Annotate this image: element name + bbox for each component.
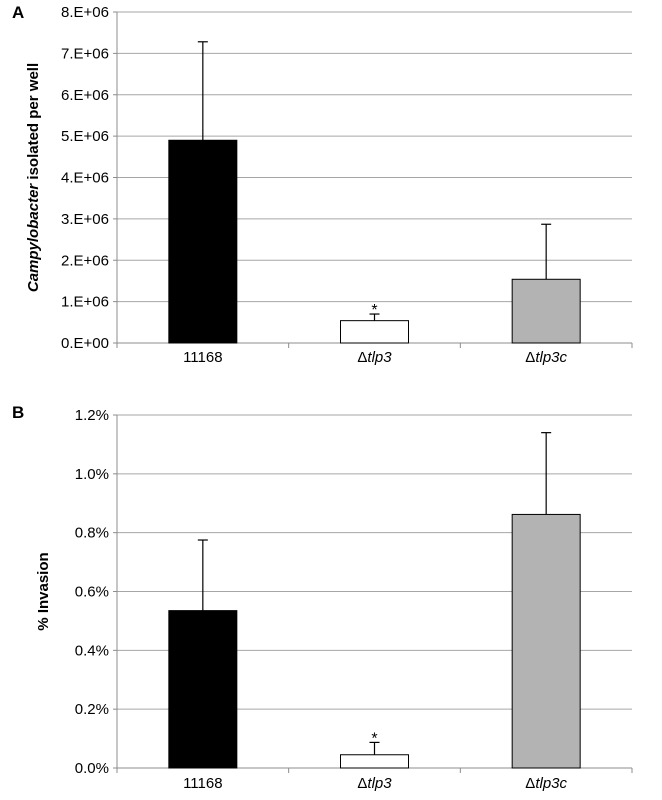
category-name: tlp3c — [535, 349, 567, 366]
category-name: tlp3 — [367, 349, 392, 366]
y-tick-label: 6.E+06 — [61, 87, 109, 104]
y-tick-label: 1.0% — [75, 466, 109, 483]
category-label: 11168 — [183, 775, 223, 792]
category-prefix: Δ — [357, 775, 367, 792]
chart-panel-a: A 0.E+00 1.E+06 2.E+06 3.E+06 4.E+06 5.E+06 6.E… — [12, 3, 633, 366]
category-name: tlp3 — [367, 775, 392, 792]
chart-panel-b: B 0.0% 0.2% 0.4% 0.6% 0.8% 1.0% 1.2% 11168 * Δtlp3… — [12, 403, 633, 792]
y-tick-label: 0.4% — [75, 642, 109, 659]
bar — [168, 139, 238, 344]
y-axis-label: Campylobacter isolated per well — [25, 63, 42, 292]
significance-mark: * — [371, 302, 377, 319]
bar — [511, 278, 581, 344]
bar — [168, 610, 238, 769]
y-tick-label: 7.E+06 — [61, 45, 109, 62]
y-tick-label: 2.E+06 — [61, 252, 109, 269]
y-tick-label: 1.E+06 — [61, 294, 109, 311]
category-prefix: Δ — [525, 775, 535, 792]
category-label: Δtlp3c — [525, 775, 567, 792]
y-tick-label: 8.E+06 — [61, 4, 109, 21]
y-tick-label: 0.E+00 — [61, 335, 109, 352]
y-tick-label: 0.2% — [75, 701, 109, 718]
category-label: Δtlp3c — [525, 349, 567, 366]
category-prefix: Δ — [525, 349, 535, 366]
y-tick-label: 0.8% — [75, 525, 109, 542]
category-label: Δtlp3 — [357, 775, 392, 792]
y-tick-label: 4.E+06 — [61, 170, 109, 187]
category-prefix: Δ — [357, 349, 367, 366]
y-tick-label: 3.E+06 — [61, 211, 109, 228]
category-name: 11168 — [183, 349, 223, 366]
y-axis-label: % Invasion — [35, 552, 52, 630]
category-label: Δtlp3 — [357, 349, 392, 366]
category-label: 11168 — [183, 349, 223, 366]
bar — [511, 513, 581, 769]
bar — [340, 320, 409, 344]
bar — [340, 754, 409, 769]
y-axis-label-italic: Campylobacter — [25, 183, 42, 293]
y-tick-label: 0.6% — [75, 584, 109, 601]
y-axis-label-text: isolated per well — [25, 63, 42, 184]
y-axis-label-text: % Invasion — [35, 552, 52, 630]
y-tick-label: 0.0% — [75, 760, 109, 777]
panel-label: B — [12, 403, 24, 422]
category-name: tlp3c — [535, 775, 567, 792]
y-tick-label: 1.2% — [75, 407, 109, 424]
panel-label: A — [12, 3, 24, 22]
y-tick-label: 5.E+06 — [61, 128, 109, 145]
category-name: 11168 — [183, 775, 223, 792]
significance-mark: * — [371, 730, 377, 747]
